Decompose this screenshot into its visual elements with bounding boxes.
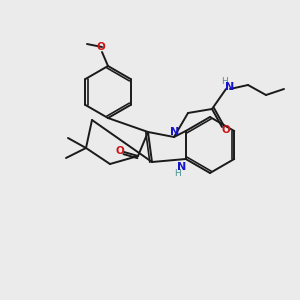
Text: O: O [97,42,105,52]
Text: H: H [220,76,227,85]
Text: N: N [177,162,186,172]
Text: N: N [225,82,235,92]
Text: H: H [174,169,181,178]
Text: O: O [116,146,124,156]
Text: O: O [222,125,230,135]
Text: N: N [170,127,180,137]
